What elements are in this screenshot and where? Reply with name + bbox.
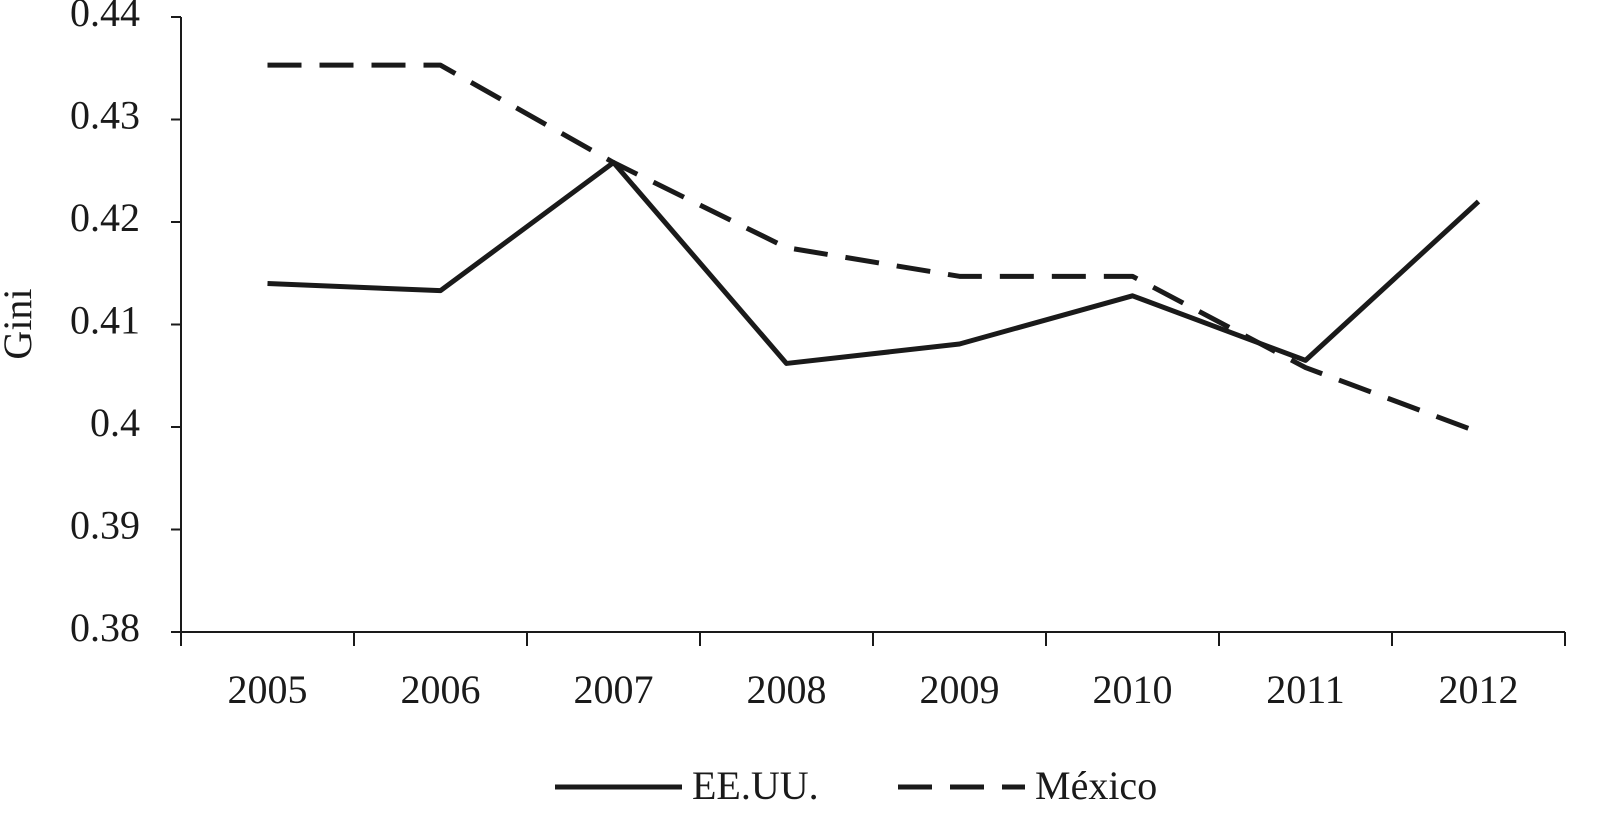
y-tick-label: 0.38 [70, 605, 140, 650]
y-axis-label: Gini [0, 288, 40, 359]
y-tick-label: 0.41 [70, 298, 140, 343]
x-tick-label: 2005 [228, 667, 308, 712]
line-series [267, 62, 1480, 435]
y-tick-label: 0.43 [70, 93, 140, 138]
x-tick-label: 2006 [401, 667, 481, 712]
x-tick-label: 2007 [574, 667, 654, 712]
x-tick-label: 2011 [1266, 667, 1345, 712]
legend-label: México [1035, 763, 1157, 808]
legend-label: EE.UU. [692, 763, 819, 808]
y-tick-label: 0.39 [70, 503, 140, 548]
x-tick-label: 2012 [1439, 667, 1519, 712]
y-tick-label: 0.44 [70, 0, 140, 35]
x-tick-label: 2009 [920, 667, 1000, 712]
y-tick-label: 0.42 [70, 195, 140, 240]
x-tick-label: 2010 [1093, 667, 1173, 712]
x-tick-label: 2008 [747, 667, 827, 712]
y-tick-label: 0.4 [90, 400, 140, 445]
line-series [267, 160, 1481, 366]
